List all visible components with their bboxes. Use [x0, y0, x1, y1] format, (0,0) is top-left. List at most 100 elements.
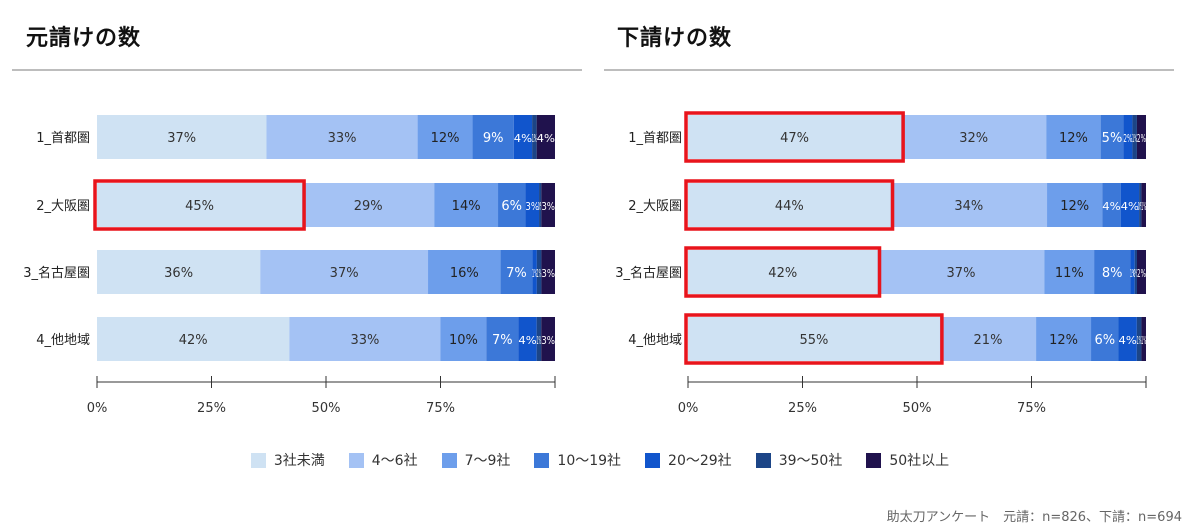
bar-segment — [1094, 250, 1131, 294]
bar-segment — [1046, 115, 1101, 159]
legend-swatch — [645, 452, 661, 468]
bar-segment — [877, 250, 1045, 294]
category-label: 3_名古屋圏 — [23, 265, 90, 281]
data-label: 36% — [164, 266, 193, 281]
bar-segment — [1036, 317, 1092, 361]
data-label: 21% — [974, 333, 1003, 348]
bar-segment — [1141, 183, 1146, 227]
legend: 3社未満 4〜6社 7〜9社 10〜19社 20〜29社 39〜50社 50社以上 — [0, 448, 1200, 472]
x-tick-label: 25% — [788, 401, 817, 416]
data-label: 11% — [1055, 266, 1084, 281]
x-tick-label: 50% — [312, 401, 341, 416]
data-label: 4% — [514, 132, 532, 145]
bar-segment — [1141, 317, 1146, 361]
highlight-box — [93, 179, 306, 231]
bar-segment — [260, 250, 429, 294]
bar-segment — [97, 115, 267, 159]
category-label: 1_首都圏 — [36, 131, 90, 146]
data-label: 32% — [959, 131, 988, 146]
data-label: 6% — [1094, 333, 1115, 348]
bar-segment — [434, 183, 499, 227]
bar-segment — [518, 317, 537, 361]
data-label: 0% — [1138, 200, 1143, 213]
bar-segment — [536, 317, 542, 361]
data-label: 1% — [1130, 267, 1135, 280]
right-chart-title: 下請けの数 — [617, 26, 733, 51]
data-label: 1% — [1141, 334, 1146, 347]
bar-segment — [1120, 183, 1140, 227]
data-label: 9% — [483, 131, 504, 146]
category-label: 2_大阪圏 — [628, 199, 682, 214]
data-label: 33% — [328, 131, 357, 146]
bar-segment — [1139, 183, 1142, 227]
bar-segment — [525, 183, 540, 227]
data-label: 12% — [1059, 131, 1088, 146]
data-label: 0% — [1133, 267, 1138, 280]
legend-swatch — [441, 452, 457, 468]
left-title-divider — [12, 69, 582, 71]
data-label: 14% — [452, 199, 481, 214]
x-tick-label: 75% — [1017, 401, 1046, 416]
bar-segment — [688, 115, 902, 159]
bar-segment — [266, 115, 418, 159]
legend-label: 39〜50社 — [778, 453, 843, 469]
bar-segment — [513, 115, 533, 159]
data-label: 2% — [1137, 267, 1146, 280]
category-label: 2_大阪圏 — [36, 199, 90, 214]
data-label: 3% — [541, 200, 555, 213]
bar-segment — [541, 183, 555, 227]
data-label: 12% — [431, 131, 460, 146]
data-label: 42% — [768, 266, 797, 281]
bar-segment — [1136, 115, 1146, 159]
bar-segment — [1118, 317, 1137, 361]
legend-item: 7〜9社 — [441, 450, 511, 470]
bar-segment — [541, 250, 555, 294]
bar-segment — [1047, 183, 1103, 227]
data-label: 16% — [450, 266, 479, 281]
data-label: 7% — [492, 333, 513, 348]
x-tick-label: 50% — [903, 401, 932, 416]
bar-segment — [289, 317, 441, 361]
legend-item: 50社以上 — [866, 450, 949, 470]
data-label: 3% — [541, 334, 555, 347]
bar-segment — [1136, 317, 1142, 361]
bar-segment — [428, 250, 501, 294]
bar-segment — [97, 183, 303, 227]
data-label: 4% — [1121, 200, 1139, 213]
legend-label: 4〜6社 — [371, 453, 418, 469]
legend-swatch — [348, 452, 364, 468]
data-label: 6% — [501, 199, 522, 214]
data-label: 55% — [799, 333, 828, 348]
bar-segment — [1091, 317, 1119, 361]
bar-segment — [688, 250, 878, 294]
data-label: 7% — [506, 266, 527, 281]
data-label: 1% — [1137, 334, 1142, 347]
data-label: 3% — [525, 200, 539, 213]
legend-label: 3社未満 — [273, 453, 325, 469]
data-label: 4% — [518, 334, 536, 347]
x-tick-label: 75% — [426, 401, 455, 416]
data-label: 4% — [537, 132, 555, 145]
legend-swatch — [534, 452, 550, 468]
data-label: 8% — [1102, 266, 1123, 281]
legend-label: 7〜9社 — [464, 453, 511, 469]
x-tick-label: 0% — [678, 401, 699, 416]
bar-segment — [417, 115, 473, 159]
legend-item: 20〜29社 — [645, 450, 732, 470]
bar-segment — [1130, 250, 1135, 294]
bar-segment — [1100, 115, 1124, 159]
bar-segment — [1136, 250, 1146, 294]
bar-segment — [901, 115, 1047, 159]
highlight-box — [684, 313, 944, 365]
bar-segment — [500, 250, 533, 294]
data-label: 1% — [532, 132, 537, 145]
data-label: 10% — [449, 333, 478, 348]
data-label: 42% — [179, 333, 208, 348]
legend-swatch — [250, 452, 266, 468]
bar-segment — [532, 115, 537, 159]
legend-item: 4〜6社 — [348, 450, 418, 470]
data-label: 37% — [330, 266, 359, 281]
bar-segment — [97, 250, 261, 294]
bar-segment — [302, 183, 435, 227]
data-label: 2% — [1123, 132, 1132, 145]
